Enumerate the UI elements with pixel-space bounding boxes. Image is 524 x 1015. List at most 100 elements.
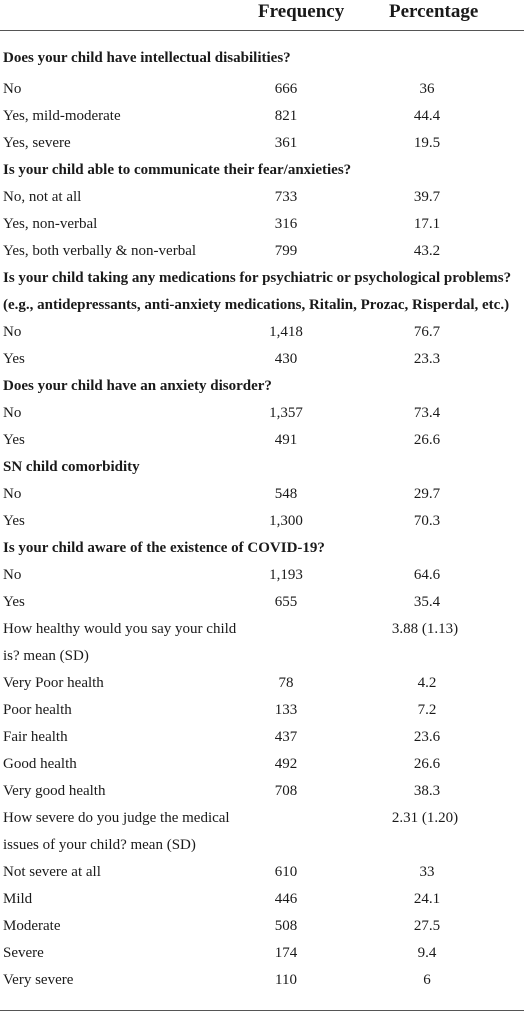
row-frequency: 491 — [274, 432, 298, 448]
row-frequency: 708 — [274, 783, 298, 799]
row-percentage: 6 — [423, 972, 431, 988]
row-percentage: 33 — [419, 864, 435, 880]
row-label: Fair health — [3, 729, 68, 745]
table-row: Yes, both verbally & non-verbal 799 43.2 — [0, 242, 524, 269]
table-row: Moderate 508 27.5 — [0, 917, 524, 944]
table-row: No 1,193 64.6 — [0, 566, 524, 593]
row-frequency: 133 — [274, 702, 298, 718]
row-label: Yes — [3, 432, 25, 448]
section-title: Is your child taking any medications for… — [3, 270, 512, 286]
table-row: How healthy would you say your child 3.88… — [0, 620, 524, 647]
row-frequency: 78 — [278, 675, 294, 691]
row-frequency: 1,300 — [269, 513, 303, 529]
table-row: No 1,418 76.7 — [0, 323, 524, 350]
header-rule — [0, 30, 524, 31]
row-label: Poor health — [3, 702, 72, 718]
section-title: Does your child have an anxiety disorder… — [3, 378, 272, 394]
row-label: Good health — [3, 756, 77, 772]
table-row: Very Poor health 78 4.2 — [0, 674, 524, 701]
row-percentage: 4.2 — [417, 675, 437, 691]
section-title: Does your child have intellectual disabi… — [3, 50, 291, 66]
row-frequency: 446 — [274, 891, 298, 907]
header-frequency: Frequency — [258, 1, 345, 22]
row-percentage: 35.4 — [413, 594, 441, 610]
table-row: No, not at all 733 39.7 — [0, 188, 524, 215]
row-label: Mild — [3, 891, 33, 907]
table-row: is? mean (SD) — [0, 647, 524, 674]
row-label: No — [3, 324, 22, 340]
row-frequency: 174 — [274, 945, 298, 961]
row-percentage: 24.1 — [413, 891, 441, 907]
severity-label: How severe do you judge the medical — [3, 810, 230, 826]
row-percentage: 73.4 — [413, 405, 441, 421]
row-frequency: 666 — [274, 81, 298, 97]
section-title: Is your child able to communicate their … — [3, 162, 352, 178]
table-row: Yes 430 23.3 — [0, 350, 524, 377]
row-frequency: 1,193 — [269, 567, 303, 583]
row-frequency: 655 — [274, 594, 298, 610]
row-percentage: 29.7 — [413, 486, 441, 502]
row-frequency: 110 — [275, 972, 297, 988]
row-percentage: 26.6 — [413, 756, 441, 772]
row-frequency: 610 — [274, 864, 298, 880]
table-row: No 666 36 — [0, 80, 524, 107]
row-percentage: 36 — [419, 81, 435, 97]
row-label: No — [3, 567, 22, 583]
row-frequency: 430 — [274, 351, 298, 367]
row-frequency: 1,418 — [269, 324, 303, 340]
row-label: Very good health — [3, 783, 106, 799]
table-row: Poor health 133 7.2 — [0, 701, 524, 728]
row-label: Very severe — [3, 972, 74, 988]
row-label: No, not at all — [3, 189, 82, 205]
row-label: No — [3, 405, 22, 421]
table-row: Very good health 708 38.3 — [0, 782, 524, 809]
severity-label-continued: issues of your child? mean (SD) — [3, 837, 196, 853]
table-row: Yes 655 35.4 — [0, 593, 524, 620]
table-row: Mild 446 24.1 — [0, 890, 524, 917]
row-percentage: 23.6 — [413, 729, 441, 745]
table-header: Frequency Percentage — [0, 0, 524, 32]
row-frequency: 316 — [274, 216, 298, 232]
row-frequency: 733 — [274, 189, 298, 205]
row-frequency: 361 — [274, 135, 298, 151]
table-row: Yes, severe 361 19.5 — [0, 134, 524, 161]
table-row: No 548 29.7 — [0, 485, 524, 512]
table-row: Severe 174 9.4 — [0, 944, 524, 971]
health-mean-sd: 3.88 (1.13) — [391, 621, 459, 637]
table-row: Yes, mild-moderate 821 44.4 — [0, 107, 524, 134]
section-title: SN child comorbidity — [3, 459, 140, 475]
bottom-rule — [0, 1010, 524, 1011]
health-label-continued: is? mean (SD) — [3, 648, 89, 664]
row-frequency: 492 — [274, 756, 298, 772]
table-row: Not severe at all 610 33 — [0, 863, 524, 890]
row-label: Severe — [3, 945, 44, 961]
row-label: Yes — [3, 351, 25, 367]
row-percentage: 9.4 — [417, 945, 437, 961]
section-title-continued: (e.g., antidepressants, anti-anxiety med… — [3, 297, 510, 313]
row-label: Not severe at all — [3, 864, 101, 880]
row-frequency: 548 — [274, 486, 298, 502]
table-row: Good health 492 26.6 — [0, 755, 524, 782]
health-label: How healthy would you say your child — [3, 621, 237, 637]
table-row: Fair health 437 23.6 — [0, 728, 524, 755]
row-label: Yes, both verbally & non-verbal — [3, 243, 197, 259]
row-percentage: 76.7 — [413, 324, 441, 340]
row-frequency: 508 — [274, 918, 298, 934]
row-label: No — [3, 486, 22, 502]
table-row: Yes 1,300 70.3 — [0, 512, 524, 539]
row-percentage: 23.3 — [413, 351, 441, 367]
row-percentage: 26.6 — [413, 432, 441, 448]
row-label: Yes — [3, 594, 25, 610]
row-percentage: 39.7 — [413, 189, 441, 205]
severity-mean-sd: 2.31 (1.20) — [391, 810, 459, 826]
row-label: No — [3, 81, 22, 97]
row-label: Very Poor health — [3, 675, 104, 691]
table-row: Yes 491 26.6 — [0, 431, 524, 458]
row-percentage: 17.1 — [413, 216, 441, 232]
row-percentage: 43.2 — [413, 243, 441, 259]
row-frequency: 799 — [274, 243, 298, 259]
row-percentage: 27.5 — [413, 918, 441, 934]
header-percentage: Percentage — [389, 1, 479, 22]
row-label: Moderate — [3, 918, 61, 934]
